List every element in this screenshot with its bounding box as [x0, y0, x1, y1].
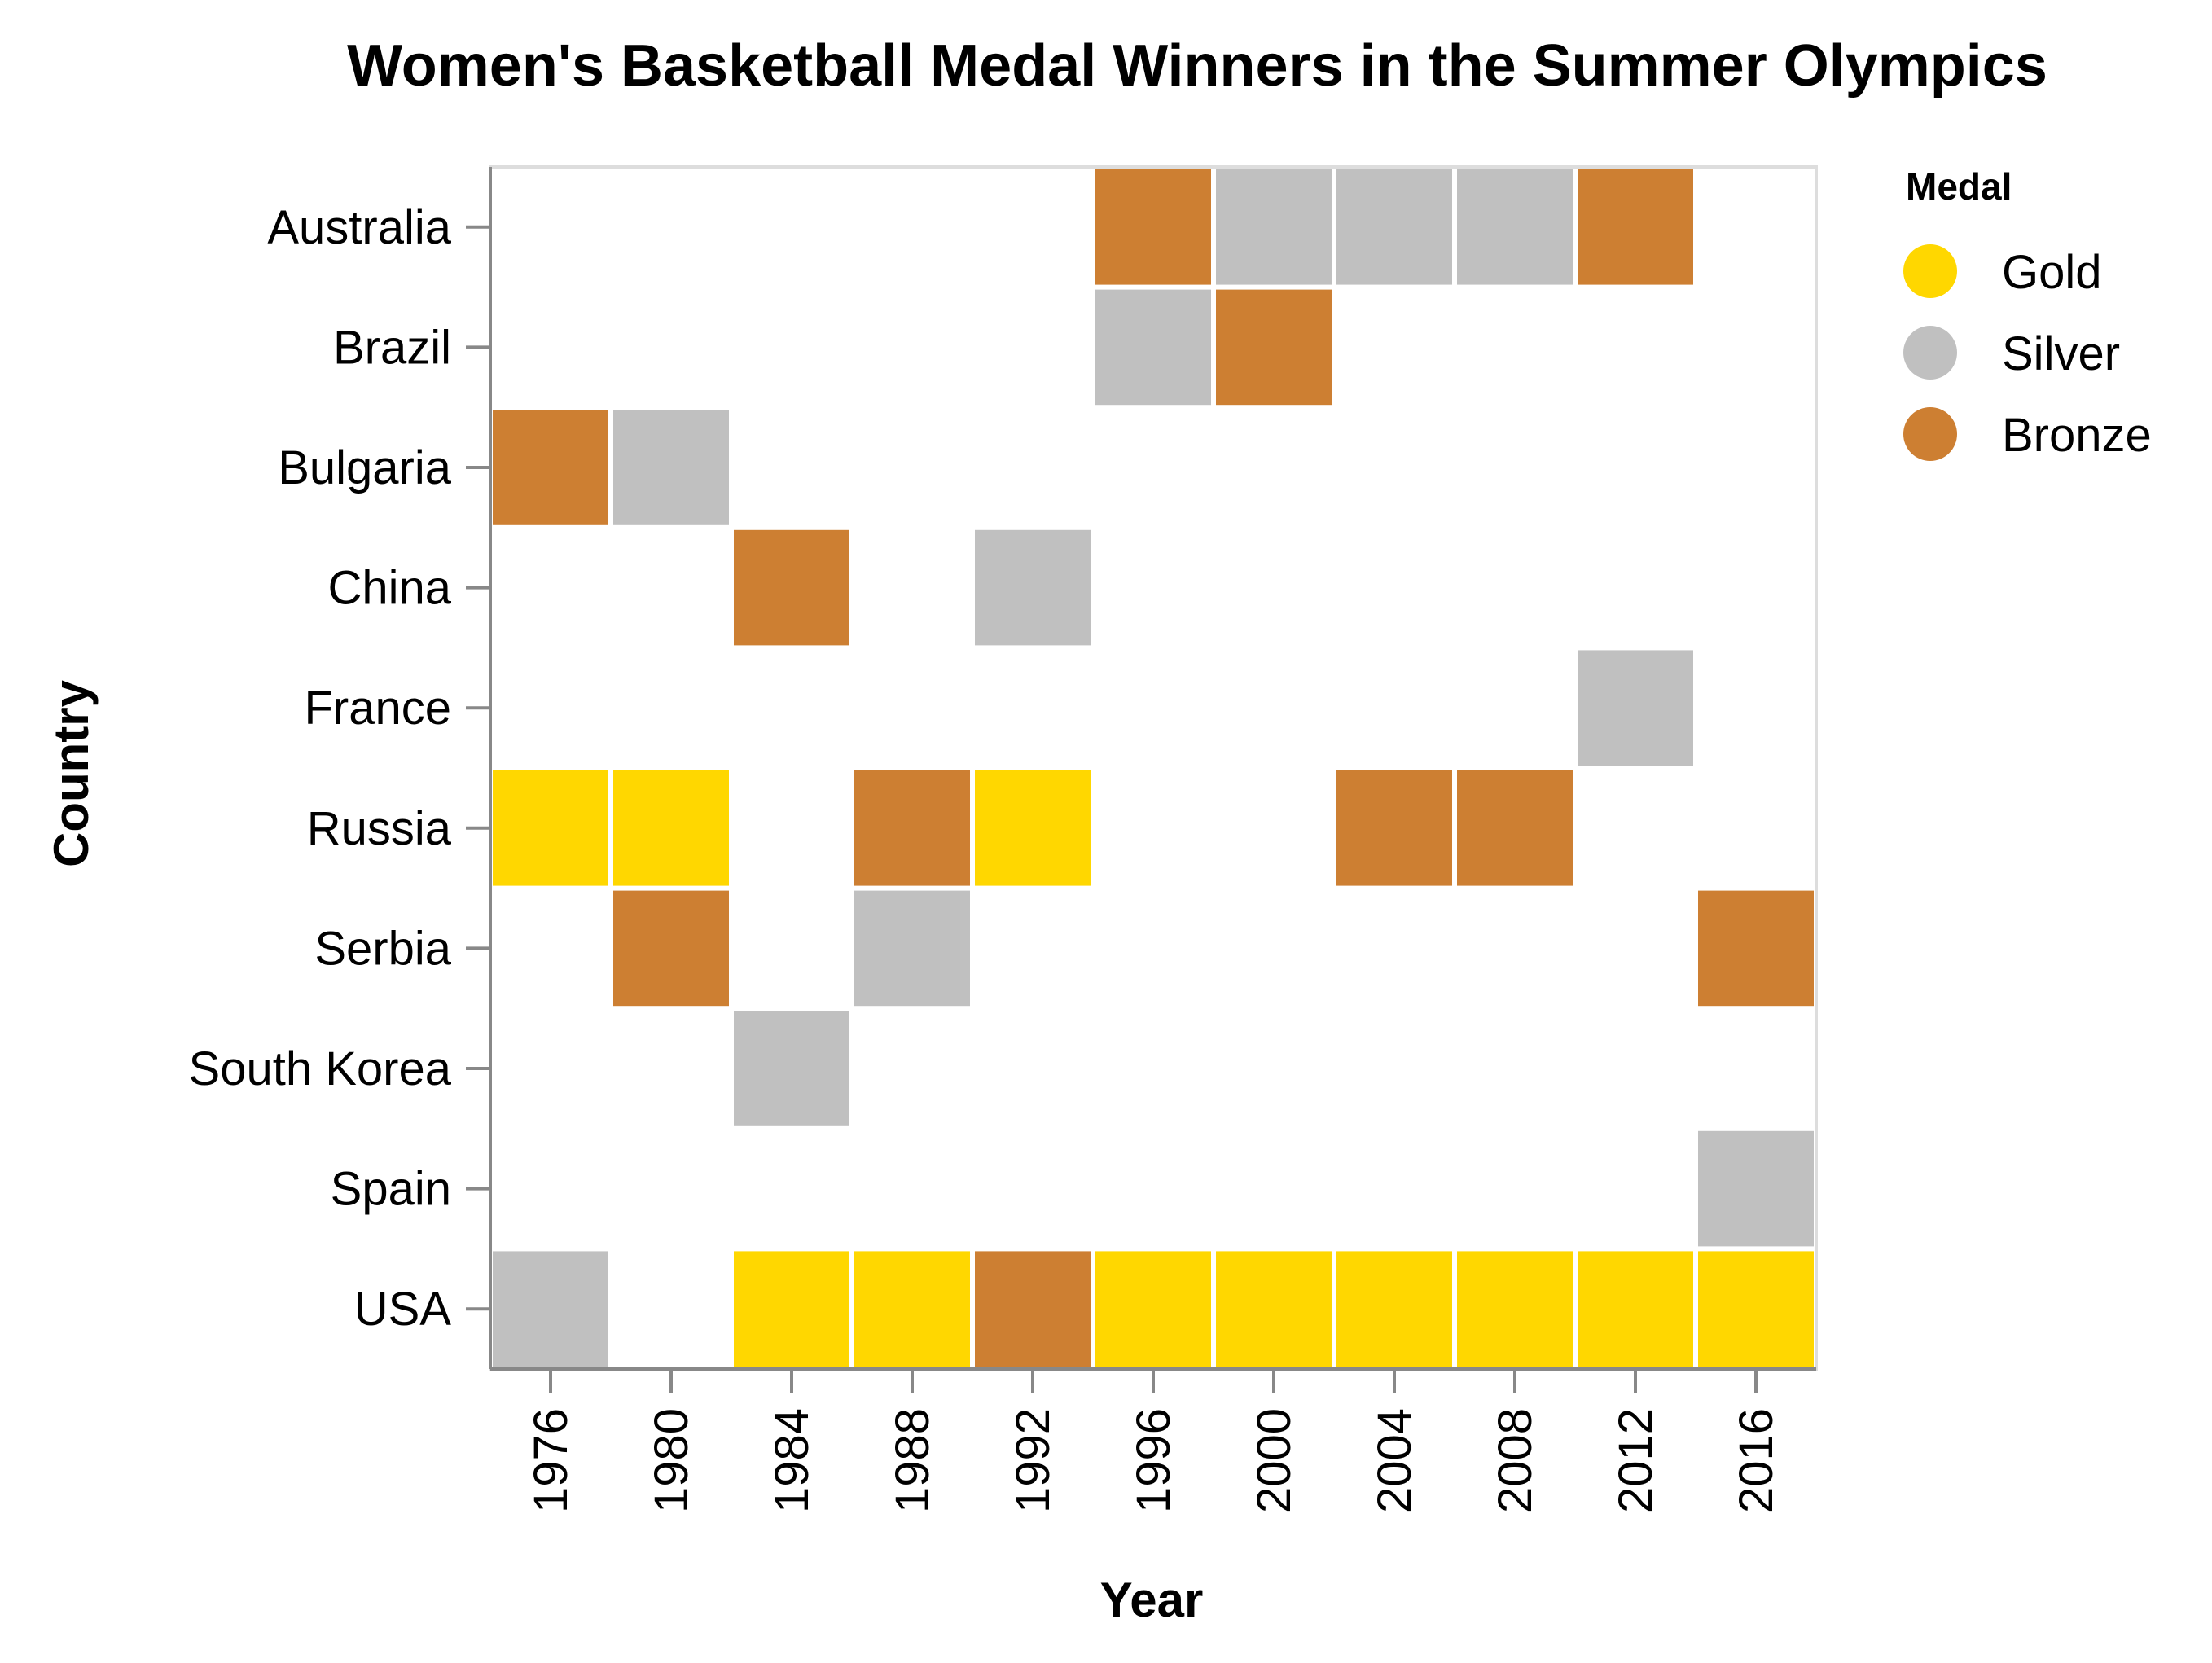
x-tick-label: 1984 — [766, 1408, 819, 1513]
heatmap-cell — [1336, 169, 1452, 285]
x-tick-label: 2012 — [1609, 1408, 1662, 1513]
heatmap-cell — [1336, 1251, 1452, 1367]
heatmap-cell — [975, 1251, 1091, 1367]
y-axis: Australia Brazil Bulgaria China France Russia… — [189, 167, 492, 1369]
heatmap-cell — [1578, 1251, 1693, 1367]
legend-swatch-bronze — [1903, 407, 1957, 461]
x-tick-label: 1980 — [645, 1408, 698, 1513]
y-tick-label: Brazil — [333, 321, 451, 374]
legend-swatch-gold — [1903, 244, 1957, 298]
heatmap-cell — [975, 770, 1091, 886]
x-tick-label: 2000 — [1248, 1408, 1301, 1513]
heatmap-cell — [1095, 1251, 1211, 1367]
legend-label-bronze: Bronze — [2002, 409, 2152, 462]
heatmap-cell — [493, 410, 608, 525]
x-tick-label: 2004 — [1368, 1408, 1421, 1513]
legend-label-silver: Silver — [2002, 327, 2120, 380]
heatmap-cell — [1457, 770, 1573, 886]
y-tick-label: Russia — [307, 802, 452, 855]
legend-title: Medal — [1906, 165, 2012, 208]
heatmap-cell — [613, 890, 729, 1007]
heatmap-cell — [493, 770, 608, 886]
heatmap-cell — [1698, 1130, 1814, 1247]
cells-layer — [493, 169, 1814, 1367]
heatmap-cell — [1698, 1251, 1814, 1367]
y-tick-label: Spain — [331, 1163, 451, 1216]
x-tick-label: 2016 — [1730, 1408, 1783, 1513]
y-tick-label: Australia — [267, 201, 451, 254]
legend-swatch-silver — [1903, 326, 1957, 380]
y-tick-label: Bulgaria — [278, 441, 452, 494]
x-axis-title: Year — [1100, 1573, 1204, 1627]
x-tick-label: 1976 — [524, 1408, 577, 1513]
heatmap-cell — [1457, 169, 1573, 285]
heatmap-cell — [613, 770, 729, 886]
x-tick-label: 1992 — [1007, 1408, 1060, 1513]
heatmap-cell — [975, 529, 1091, 646]
y-tick-label: Serbia — [314, 922, 451, 975]
heatmap-cell — [734, 1251, 849, 1367]
heatmap-cell — [854, 1251, 970, 1367]
heatmap-cell — [1698, 890, 1814, 1007]
y-tick-label: China — [327, 562, 451, 615]
heatmap-cell — [1216, 1251, 1332, 1367]
legend: Medal Gold Silver Bronze — [1903, 165, 2152, 462]
heatmap-cell — [734, 529, 849, 646]
y-axis-title: Country — [44, 679, 99, 867]
heatmap-cell — [1216, 169, 1332, 285]
heatmap-cell — [734, 1011, 849, 1126]
heatmap-cell — [1578, 650, 1693, 766]
heatmap-cell — [1336, 770, 1452, 886]
heatmap-cell — [613, 410, 729, 525]
heatmap-cell — [1457, 1251, 1573, 1367]
heatmap-cell — [1578, 169, 1693, 285]
x-tick-label: 1996 — [1127, 1408, 1180, 1513]
x-tick-label: 2008 — [1489, 1408, 1542, 1513]
heatmap-cell — [1095, 289, 1211, 406]
legend-label-gold: Gold — [2002, 246, 2102, 299]
x-axis: 1976 1980 1984 1988 1992 1996 2000 2004 2008 2012… — [490, 1367, 1816, 1513]
y-tick-label: France — [304, 682, 451, 735]
y-tick-label: South Korea — [189, 1042, 452, 1095]
heatmap-cell — [854, 890, 970, 1007]
heatmap-cell — [854, 770, 970, 886]
y-tick-label: USA — [354, 1283, 452, 1336]
heatmap-cell — [1095, 169, 1211, 285]
chart-title: Women's Basketball Medal Winners in the … — [347, 33, 2047, 99]
x-tick-label: 1988 — [886, 1408, 939, 1513]
heatmap-cell — [1216, 289, 1332, 406]
heatmap-cell — [493, 1251, 608, 1367]
